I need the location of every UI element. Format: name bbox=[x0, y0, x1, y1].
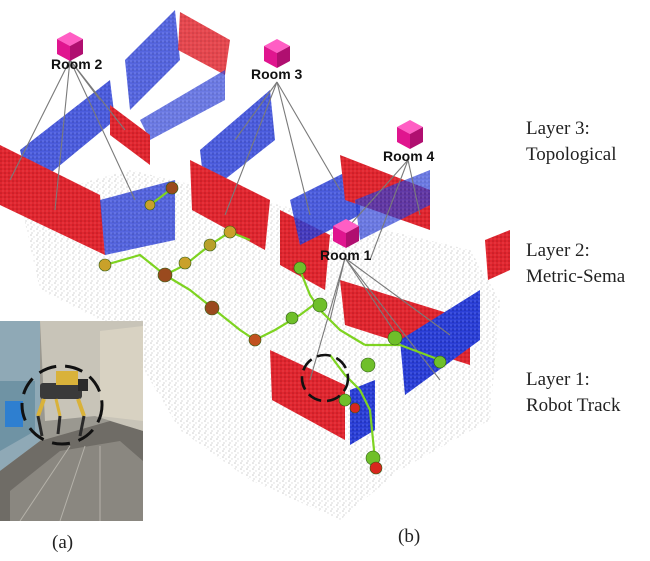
robot-highlight-circle bbox=[20, 364, 104, 446]
room-label-room-2: Room 2 bbox=[51, 56, 103, 72]
layer-1-title: Layer 1: bbox=[526, 369, 590, 390]
quadruped-robot bbox=[36, 371, 88, 437]
wall-room2-mid-red bbox=[110, 105, 150, 165]
room-node-room-3 bbox=[264, 39, 290, 68]
pose-node bbox=[203, 238, 217, 252]
robot-position-marker bbox=[300, 353, 350, 403]
wall-room2-left-red bbox=[0, 145, 105, 255]
wall-room2-low-blue bbox=[100, 180, 175, 255]
room-label-room-3: Room 3 bbox=[251, 66, 303, 82]
wall-room2-top-blue bbox=[125, 10, 180, 110]
layer-2-name: Metric-Sema bbox=[526, 266, 626, 287]
room-label-room-1: Room 1 bbox=[320, 247, 372, 263]
pose-node bbox=[360, 357, 376, 373]
wall-room3-red-left bbox=[190, 160, 270, 250]
layer-3-label: Layer 3: Topological bbox=[526, 116, 616, 168]
pose-node bbox=[349, 402, 361, 414]
caption-b: (b) bbox=[398, 526, 421, 547]
pose-node bbox=[178, 256, 192, 270]
wall-room1-blue-low bbox=[350, 380, 375, 445]
wall-room1-red-low bbox=[270, 350, 345, 440]
layer-2-label: Layer 2: Metric-Sema bbox=[526, 238, 625, 290]
pose-node bbox=[204, 300, 220, 316]
wall-room2-back-blue bbox=[140, 70, 225, 140]
layer-2-title: Layer 2: bbox=[526, 240, 590, 261]
caption-a: (a) bbox=[52, 532, 74, 553]
pose-node bbox=[144, 199, 156, 211]
pose-node bbox=[433, 355, 447, 369]
room-node-room-4 bbox=[397, 120, 423, 149]
pose-node bbox=[157, 267, 173, 283]
pose-node bbox=[223, 225, 237, 239]
wall-room2-front-blue bbox=[20, 80, 115, 190]
pose-node bbox=[165, 181, 179, 195]
room-label-room-4: Room 4 bbox=[383, 148, 435, 164]
layer-3-title: Layer 3: bbox=[526, 118, 590, 139]
point-cloud bbox=[20, 170, 500, 520]
room-node-room-1 bbox=[333, 219, 359, 248]
pose-node bbox=[285, 311, 299, 325]
robot-photo-image bbox=[0, 321, 143, 521]
pose-node bbox=[312, 297, 328, 313]
pose-node bbox=[369, 461, 383, 475]
layer-1-name: Robot Track bbox=[526, 395, 621, 416]
pose-node bbox=[248, 333, 262, 347]
layer-3-name: Topological bbox=[526, 144, 617, 165]
topological-edges bbox=[9, 59, 451, 381]
walls bbox=[0, 10, 510, 445]
wall-room3-blue bbox=[200, 90, 275, 195]
wall-room3-blue-mid bbox=[290, 165, 360, 245]
pose-nodes bbox=[98, 181, 447, 475]
robot-photo bbox=[0, 321, 143, 521]
wall-room4-blue bbox=[355, 170, 430, 240]
pose-node bbox=[98, 258, 112, 272]
pose-node bbox=[293, 261, 307, 275]
layer-1-label: Layer 1: Robot Track bbox=[526, 367, 621, 419]
room-node-room-2 bbox=[57, 32, 83, 61]
wall-right-red bbox=[485, 230, 510, 280]
wall-room2-right-red bbox=[178, 12, 230, 75]
pose-node bbox=[387, 330, 403, 346]
wall-room1-blue bbox=[400, 290, 480, 395]
pose-node bbox=[338, 393, 352, 407]
